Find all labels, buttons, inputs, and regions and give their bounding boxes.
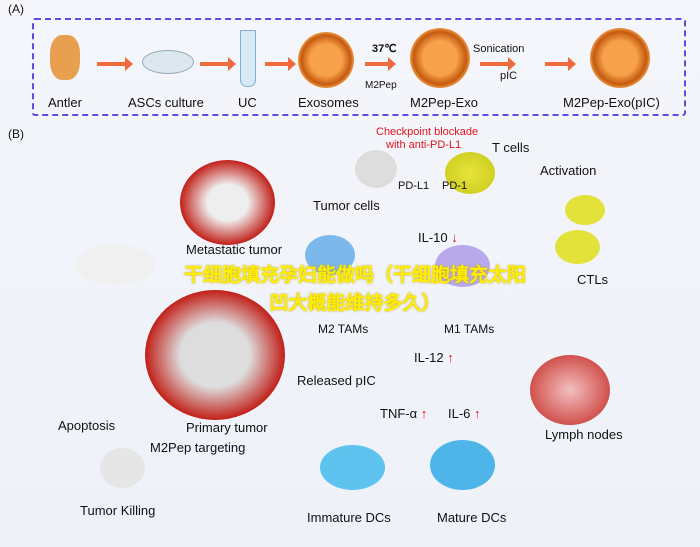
metastatic-tumor-image bbox=[180, 160, 275, 245]
arrow bbox=[480, 57, 516, 71]
m2pep-targeting-label: M2Pep targeting bbox=[150, 440, 246, 455]
checkpoint-label: Checkpoint blockade bbox=[376, 126, 479, 138]
il10-label: IL-10 ↓ bbox=[418, 230, 458, 245]
tumor-killing-label: Tumor Killing bbox=[80, 503, 156, 518]
tumor-cell-image bbox=[355, 150, 397, 188]
step-label: M2Pep-Exo(pIC) bbox=[563, 95, 660, 110]
primary-tumor-label: Primary tumor bbox=[186, 420, 268, 435]
arrow bbox=[200, 57, 236, 71]
m2-tams-label: M2 TAMs bbox=[318, 322, 369, 336]
immature-dc-image bbox=[320, 445, 385, 490]
tnf-label: TNF-α ↑ bbox=[380, 406, 428, 421]
ctls-label: CTLs bbox=[577, 272, 609, 287]
m2-tam-image bbox=[305, 235, 355, 275]
step-label: UC bbox=[238, 95, 257, 110]
pd-1-label: PD-1 bbox=[442, 180, 468, 192]
ctl-image bbox=[555, 230, 600, 264]
t-cell-image bbox=[445, 152, 495, 194]
il12-label: IL-12 ↑ bbox=[414, 350, 454, 365]
killed-tumor-image bbox=[100, 448, 145, 488]
step-label: ASCs culture bbox=[128, 95, 204, 110]
mature-dcs-label: Mature DCs bbox=[437, 510, 507, 525]
anti-pdl1-label: with anti-PD-L1 bbox=[386, 139, 462, 151]
deer-image bbox=[50, 35, 80, 80]
pic-label: pIC bbox=[500, 70, 518, 82]
exosome-image bbox=[298, 32, 354, 88]
lymph-node-image bbox=[530, 355, 610, 425]
arrow bbox=[265, 57, 296, 71]
tumor-cells-label: Tumor cells bbox=[313, 198, 380, 213]
primary-tumor-image bbox=[145, 290, 285, 420]
panel-b-label: (B) bbox=[8, 127, 24, 141]
m1-tam-image bbox=[435, 245, 490, 287]
immature-dcs-label: Immature DCs bbox=[307, 510, 391, 525]
arrow bbox=[97, 57, 133, 71]
activation-label: Activation bbox=[540, 163, 597, 178]
temp-label: 37℃ bbox=[372, 43, 397, 55]
arrow bbox=[545, 57, 576, 71]
lymph-nodes-label: Lymph nodes bbox=[545, 427, 623, 442]
m1-tams-label: M1 TAMs bbox=[444, 322, 495, 336]
mature-dc-image bbox=[430, 440, 495, 490]
released-pic-label: Released pIC bbox=[297, 373, 376, 388]
panel-a-box bbox=[32, 18, 686, 116]
sonication-label: Sonication bbox=[473, 43, 525, 55]
overlay-caption: 干细胞填充孕妇能做吗（干细胞填充太阳凹大概能维持多久） bbox=[183, 265, 526, 314]
apoptosis-label: Apoptosis bbox=[58, 418, 116, 433]
arrow bbox=[365, 57, 396, 71]
tube-image bbox=[240, 30, 256, 87]
ctl-image bbox=[565, 195, 605, 225]
metastatic-tumor-label: Metastatic tumor bbox=[186, 242, 283, 257]
m2pep-exo-image bbox=[410, 28, 470, 88]
panel-a-label: (A) bbox=[8, 2, 24, 16]
t-cells-label: T cells bbox=[492, 140, 530, 155]
step-label: Antler bbox=[48, 95, 82, 110]
peptide-label: M2Pep bbox=[365, 80, 397, 91]
dish-image bbox=[142, 50, 194, 74]
pd-l1-label: PD-L1 bbox=[398, 180, 430, 192]
step-label: M2Pep-Exo bbox=[410, 95, 478, 110]
m2pep-exo-pic-image bbox=[590, 28, 650, 88]
step-label: Exosomes bbox=[298, 95, 359, 110]
il6-label: IL-6 ↑ bbox=[448, 406, 481, 421]
mouse-image bbox=[75, 245, 155, 285]
